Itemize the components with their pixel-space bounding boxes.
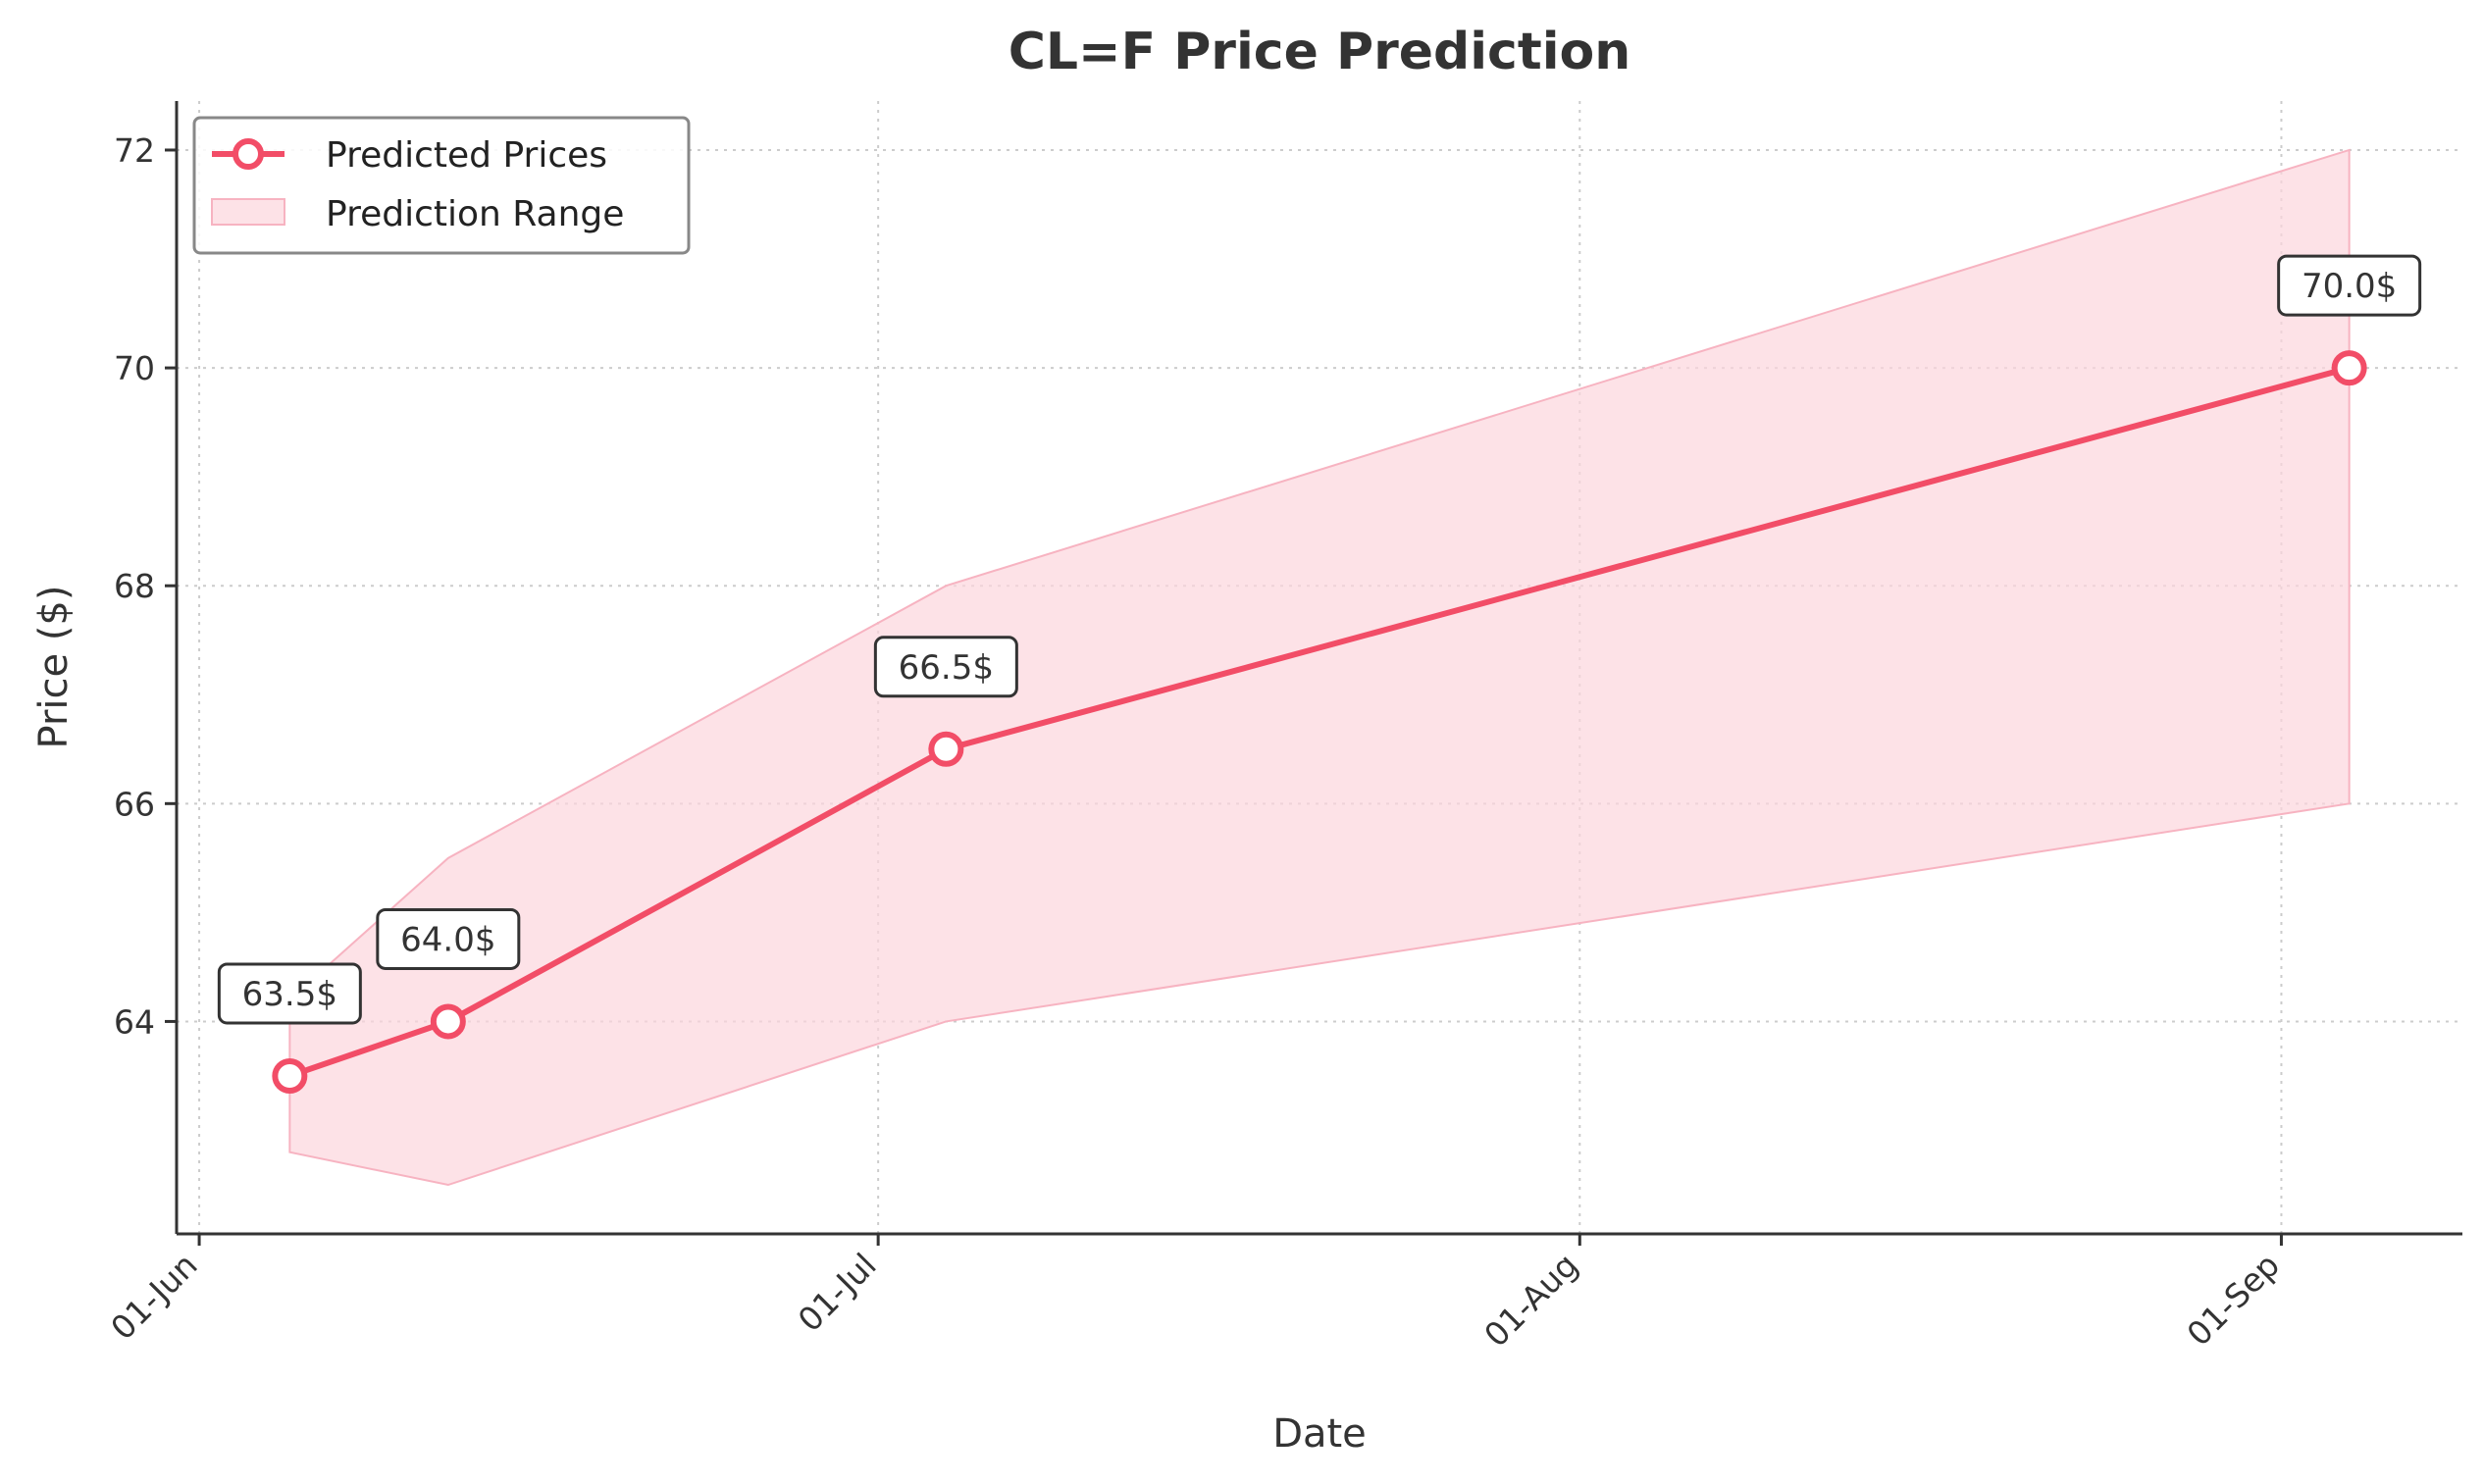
legend-band-swatch <box>211 198 285 226</box>
data-label: 64.0$ <box>400 920 495 959</box>
legend-marker-swatch <box>233 138 264 170</box>
x-axis-title: Date <box>1272 1411 1367 1457</box>
data-point <box>430 1003 466 1040</box>
data-label-box: 63.5$ <box>217 962 362 1025</box>
data-label: 63.5$ <box>242 975 337 1014</box>
y-tick-label: 64 <box>114 1002 155 1041</box>
data-point <box>2331 350 2367 386</box>
data-label: 70.0$ <box>2302 267 2397 306</box>
prediction-range-band <box>288 148 2351 1187</box>
y-axis-title: Price ($) <box>31 586 77 749</box>
predicted-prices-line <box>288 365 2351 1079</box>
data-label-frame <box>217 962 362 1025</box>
data-labels-layer: 63.5$ 64.0$ 66.5$ 70.0$ <box>217 254 2422 1025</box>
data-label-box: 64.0$ <box>376 907 521 970</box>
legend-label-range: Prediction Range <box>326 194 624 234</box>
data-label-box: 66.5$ <box>873 636 1018 698</box>
chart-title: CL=F Price Prediction <box>1009 23 1631 81</box>
legend-frame <box>192 116 691 255</box>
legend: Predicted Prices Prediction Range <box>192 116 691 255</box>
data-label-box: 70.0$ <box>2277 254 2422 317</box>
data-point <box>928 731 964 767</box>
y-tick-label: 68 <box>114 567 155 605</box>
x-tick-label: 01-Jun <box>103 1246 204 1347</box>
x-tick-label: 01-Sep <box>2179 1246 2287 1354</box>
legend-label-predicted: Predicted Prices <box>326 135 607 176</box>
x-tick-label: 01-Aug <box>1476 1246 1585 1355</box>
x-tick-label: 01-Jul <box>791 1246 884 1339</box>
data-label-frame <box>376 907 521 970</box>
data-label-frame <box>873 636 1018 698</box>
y-tick-label: 72 <box>114 131 155 170</box>
data-label-frame <box>2277 254 2422 317</box>
points-layer <box>272 350 2367 1094</box>
y-tick-label: 70 <box>114 349 155 387</box>
data-label: 66.5$ <box>899 648 994 688</box>
data-point <box>272 1057 308 1094</box>
y-tick-label: 66 <box>114 785 155 823</box>
